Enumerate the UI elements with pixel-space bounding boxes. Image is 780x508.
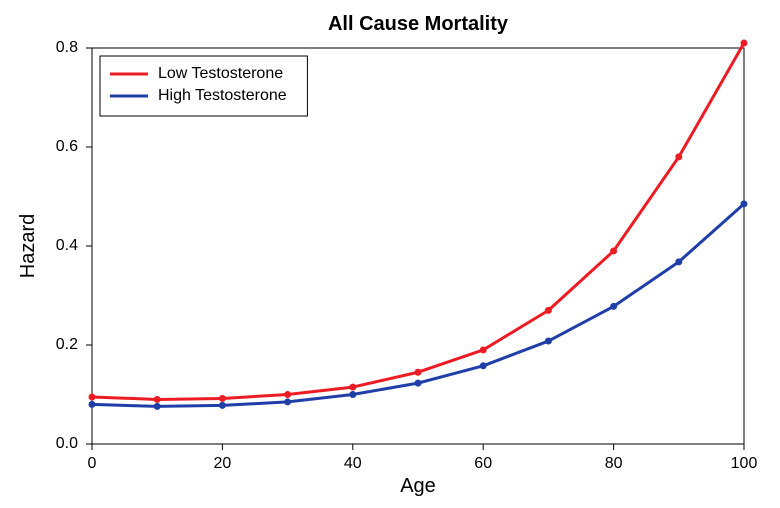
x-tick-label: 60 (474, 455, 492, 472)
y-tick-label: 0.4 (56, 237, 78, 254)
series-marker (415, 369, 422, 376)
chart-svg: 0 20 40 60 80 100 0.0 0.2 0.4 0.6 0.8 Age Hazard All … (0, 0, 780, 508)
legend-label: High Testosterone (158, 87, 287, 104)
series-marker (284, 391, 291, 398)
series-marker (349, 384, 356, 391)
series-marker (284, 398, 291, 405)
series-marker (219, 395, 226, 402)
chart-title: All Cause Mortality (328, 13, 509, 35)
series-marker (349, 391, 356, 398)
series-marker (154, 396, 161, 403)
y-tick-label: 0.0 (56, 435, 78, 452)
series-marker (545, 307, 552, 314)
x-tick-label: 80 (605, 455, 623, 472)
series-marker (480, 362, 487, 369)
x-axis-title: Age (400, 475, 436, 497)
series-marker (741, 200, 748, 207)
x-tick-label: 0 (88, 455, 97, 472)
series-marker (415, 380, 422, 387)
series-marker (545, 338, 552, 345)
series-marker (610, 247, 617, 254)
series-marker (89, 393, 96, 400)
series-marker (741, 40, 748, 47)
y-tick-label: 0.6 (56, 138, 78, 155)
y-tick-label: 0.8 (56, 39, 78, 56)
legend-label: Low Testosterone (158, 65, 283, 82)
series-marker (480, 346, 487, 353)
series-marker (675, 258, 682, 265)
series-marker (89, 401, 96, 408)
chart-container: 0 20 40 60 80 100 0.0 0.2 0.4 0.6 0.8 Age Hazard All … (0, 0, 780, 508)
x-tick-label: 100 (731, 455, 758, 472)
x-tick-label: 20 (214, 455, 232, 472)
series-marker (675, 153, 682, 160)
series-marker (154, 403, 161, 410)
y-tick-label: 0.2 (56, 336, 78, 353)
y-axis-title: Hazard (17, 214, 39, 278)
series-marker (610, 303, 617, 310)
x-tick-label: 40 (344, 455, 362, 472)
series-marker (219, 402, 226, 409)
